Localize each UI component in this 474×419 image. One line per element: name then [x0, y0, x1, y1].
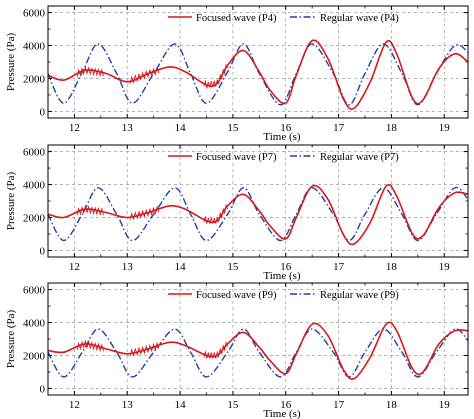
x-tick-label: 12 [69, 261, 80, 273]
legend: Focused wave (P7) Regular wave (P7) [168, 152, 399, 163]
x-tick-label: 19 [439, 399, 451, 411]
focused-wave-ripple [129, 66, 160, 84]
regular-wave-line [48, 43, 468, 106]
x-tick-label: 18 [386, 261, 398, 273]
y-tick-label: 2000 [23, 212, 46, 224]
x-tick-label: 15 [227, 399, 239, 411]
x-tick-label: 17 [333, 122, 345, 134]
x-tick-label: 13 [122, 399, 134, 411]
x-tick-label: 19 [439, 261, 451, 273]
x-tick-label: 17 [333, 261, 345, 273]
y-tick-label: 4000 [23, 318, 46, 330]
focused-wave-ripple [129, 205, 160, 221]
focused-wave-ripple [203, 203, 229, 224]
legend: Focused wave (P4) Regular wave (P4) [168, 13, 399, 24]
x-tick-label: 13 [122, 261, 134, 273]
legend-label-regular: Regular wave (P7) [320, 152, 399, 163]
focused-wave-ripple [76, 339, 104, 353]
x-tick-label: 14 [175, 261, 187, 273]
x-tick-label: 12 [69, 399, 80, 411]
y-tick-label: 0 [40, 106, 46, 118]
x-tick-label: 14 [175, 399, 187, 411]
y-tick-label: 0 [40, 245, 46, 257]
y-tick-label: 6000 [23, 147, 46, 159]
legend: Focused wave (P9) Regular wave (P9) [168, 290, 399, 301]
focused-wave-ripple [76, 65, 104, 78]
y-tick-label: 2000 [23, 350, 46, 362]
chart-panel-1: 12 13 14 15 16 17 18 19 0 2000 4000 6000 Time (s) Pre… [5, 5, 469, 143]
y-axis-title: Pressure (Pa) [5, 32, 17, 91]
x-tick-label: 16 [280, 399, 292, 411]
legend-label-focused: Focused wave (P9) [196, 290, 277, 301]
x-axis-title: Time (s) [263, 270, 301, 282]
regular-wave-line [48, 328, 468, 378]
plot-frame [47, 5, 469, 119]
data-layer [48, 183, 468, 246]
y-tick-label: 6000 [23, 8, 46, 20]
x-tick-label: 14 [175, 122, 187, 134]
x-tick-label: 16 [280, 261, 292, 273]
chart-panel-3: 12 13 14 15 16 17 18 19 0 2000 4000 6000 Time (s) Pre… [5, 282, 469, 419]
y-tick-label: 4000 [23, 180, 46, 192]
regular-wave-line [48, 186, 468, 242]
focused-wave-ripple [129, 341, 160, 357]
focused-wave-ripple [203, 340, 229, 359]
x-tick-label: 18 [386, 399, 398, 411]
x-tick-label: 15 [227, 261, 239, 273]
legend-label-focused: Focused wave (P7) [196, 152, 277, 163]
y-tick-label: 4000 [23, 41, 46, 53]
y-tick-label: 2000 [23, 73, 46, 85]
x-tick-label: 17 [333, 399, 345, 411]
plot-area [48, 145, 468, 257]
y-axis-title: Pressure (Pa) [5, 309, 17, 368]
plot-frame [47, 282, 469, 396]
data-layer [48, 39, 468, 111]
x-tick-label: 13 [122, 122, 134, 134]
x-tick-label: 12 [69, 122, 80, 134]
legend-label-regular: Regular wave (P4) [320, 13, 399, 24]
x-tick-label: 16 [280, 122, 292, 134]
x-axis-title: Time (s) [263, 408, 301, 419]
plot-frame [47, 144, 469, 258]
x-tick-label: 15 [227, 122, 239, 134]
x-axis-title: Time (s) [263, 131, 301, 143]
legend-label-regular: Regular wave (P9) [320, 290, 399, 301]
x-tick-label: 18 [386, 122, 398, 134]
focused-wave-ripple [203, 63, 229, 89]
plot-area [48, 283, 468, 395]
y-tick-label: 0 [40, 383, 46, 395]
focused-wave-ripple [76, 204, 104, 217]
y-axis-title: Pressure (Pa) [5, 171, 17, 230]
legend-label-focused: Focused wave (P4) [196, 13, 277, 24]
data-layer [48, 321, 468, 380]
y-tick-label: 6000 [23, 285, 46, 297]
plot-area [48, 6, 468, 118]
x-tick-label: 19 [439, 122, 451, 134]
chart-panel-2: 12 13 14 15 16 17 18 19 0 2000 4000 6000 Time (s) Pre… [5, 144, 469, 282]
